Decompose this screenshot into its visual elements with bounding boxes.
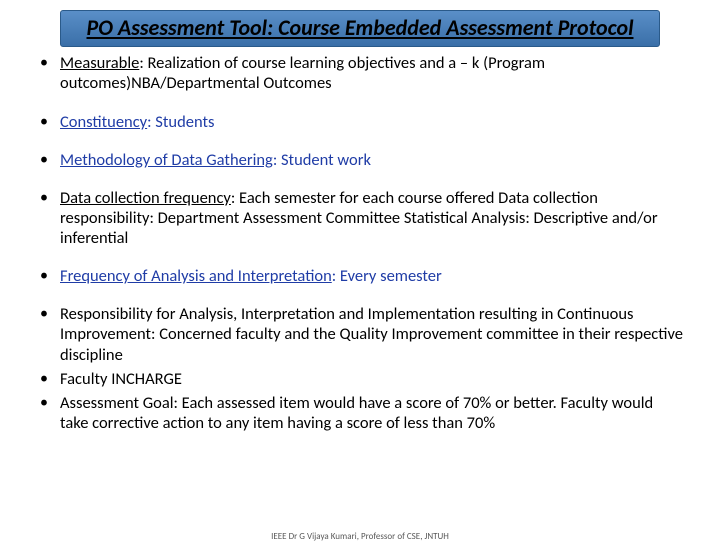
bullet-text: : Every semester — [332, 266, 442, 286]
bullet-assessment-goal: Assessment Goal: Each assessed item woul… — [36, 393, 684, 433]
title-bar: PO Assessment Tool: Course Embedded Asse… — [60, 10, 660, 47]
bullet-frequency-analysis: Frequency of Analysis and Interpretation… — [36, 266, 684, 286]
bullet-methodology: Methodology of Data Gathering: Student w… — [36, 150, 684, 170]
bullet-data-collection: Data collection frequency: Each semester… — [36, 188, 684, 248]
bullet-list: Measurable: Realization of course learni… — [36, 53, 684, 433]
footer-text: IEEE Dr G Vijaya Kumari, Professor of CS… — [0, 531, 720, 542]
bullet-text: Responsibility for Analysis, Interpretat… — [60, 304, 683, 364]
bullet-constituency: Constituency: Students — [36, 112, 684, 132]
content-area: Measurable: Realization of course learni… — [0, 47, 720, 433]
bullet-label: Frequency of Analysis and Interpretation — [60, 266, 332, 286]
bullet-text: : Students — [147, 112, 214, 132]
bullet-text: : Student work — [273, 150, 371, 170]
bullet-label: Constituency — [60, 112, 147, 132]
bullet-faculty-incharge: Faculty INCHARGE — [36, 369, 684, 389]
bullet-label: Data collection frequency — [60, 188, 231, 208]
slide-title: PO Assessment Tool: Course Embedded Asse… — [71, 15, 649, 40]
bullet-label: Methodology of Data Gathering — [60, 150, 273, 170]
bullet-responsibility: Responsibility for Analysis, Interpretat… — [36, 304, 684, 364]
bullet-measurable: Measurable: Realization of course learni… — [36, 53, 684, 93]
bullet-text: Assessment Goal: Each assessed item woul… — [60, 393, 653, 433]
bullet-label: Measurable — [60, 53, 139, 73]
bullet-text: Faculty INCHARGE — [60, 369, 182, 389]
slide: PO Assessment Tool: Course Embedded Asse… — [0, 10, 720, 550]
